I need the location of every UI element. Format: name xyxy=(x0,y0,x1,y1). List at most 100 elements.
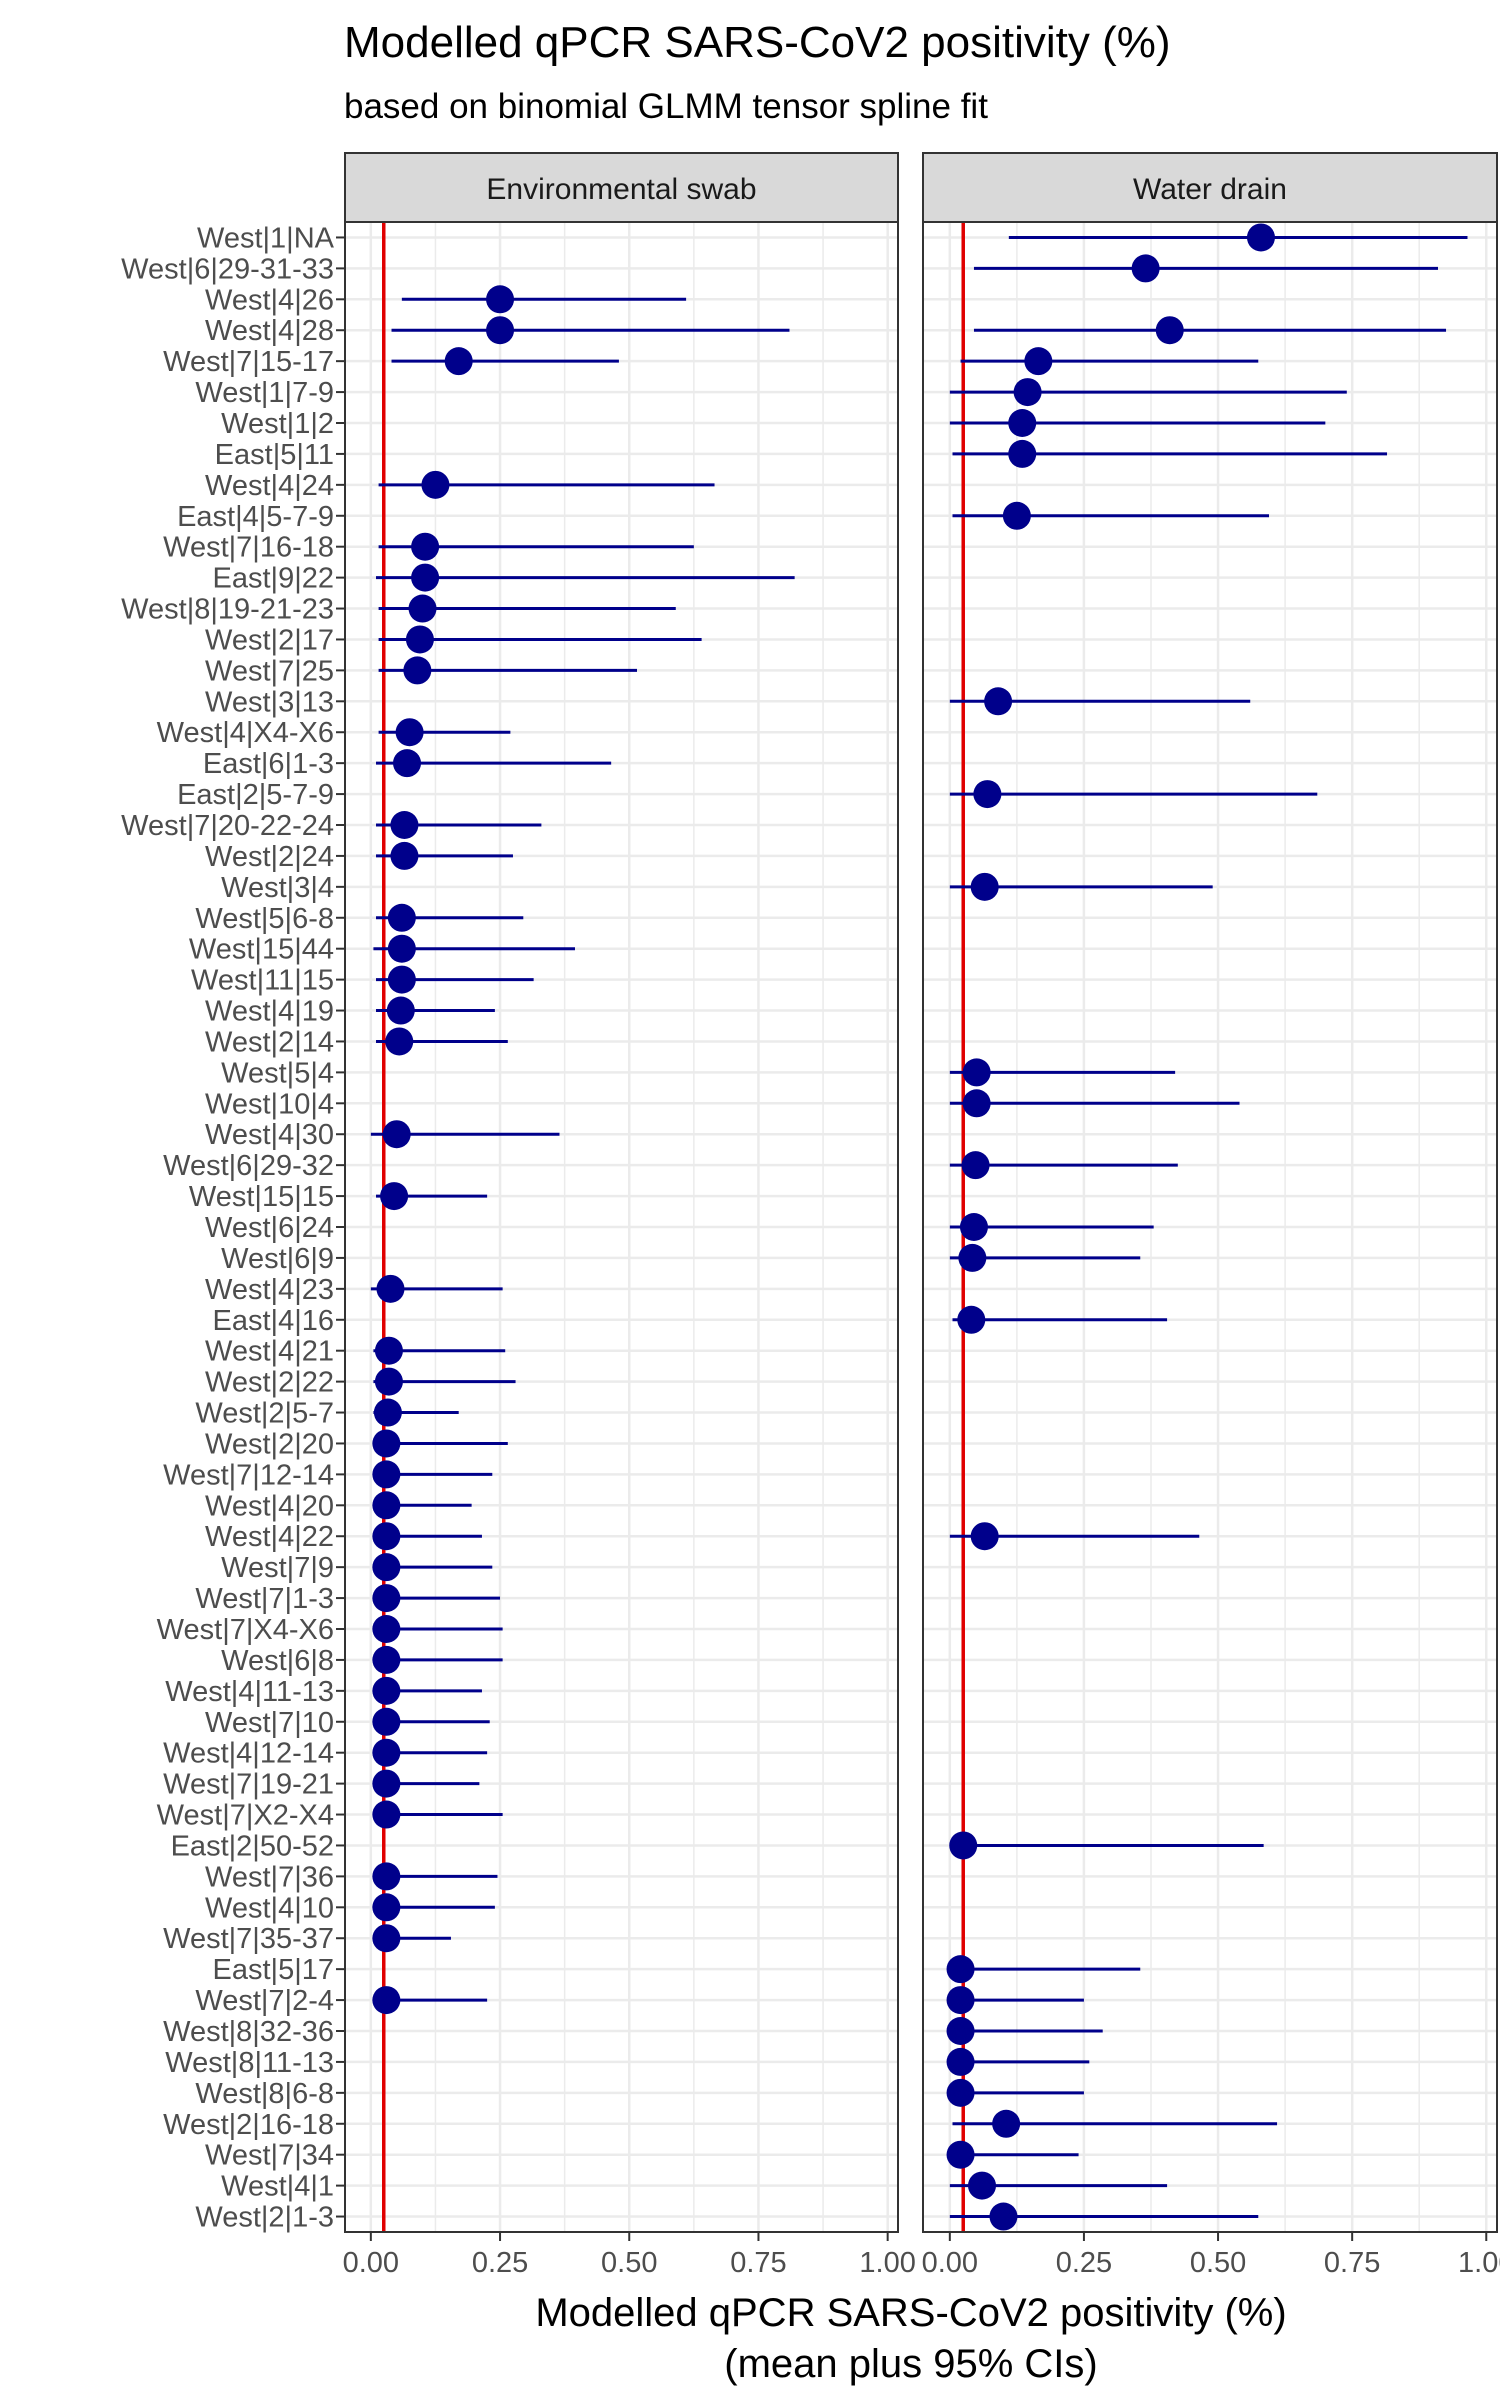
panel-border xyxy=(922,221,1498,2233)
data-point xyxy=(393,749,422,778)
category-label: East|4|5-7-9 xyxy=(177,501,334,533)
data-point xyxy=(372,1676,401,1705)
data-point xyxy=(984,687,1013,716)
category-label: West|6|29-32 xyxy=(163,1150,334,1182)
category-label: West|4|28 xyxy=(205,315,334,347)
data-point xyxy=(946,1955,975,1984)
x-tick-label: 0.75 xyxy=(1324,2247,1380,2279)
data-point xyxy=(390,811,419,839)
data-point xyxy=(946,2047,975,2076)
category-label: West|4|12-14 xyxy=(163,1738,334,1770)
data-point xyxy=(372,1460,401,1489)
category-label: East|5|11 xyxy=(215,439,334,471)
category-label: West|4|21 xyxy=(205,1336,334,1368)
data-point xyxy=(372,1707,401,1736)
category-label: West|4|20 xyxy=(205,1490,334,1522)
category-label: West|7|16-18 xyxy=(163,532,334,564)
category-label: West|8|19-21-23 xyxy=(121,594,334,626)
data-point xyxy=(372,1862,401,1891)
data-point xyxy=(1246,223,1275,252)
data-point xyxy=(372,1986,401,2015)
category-labels: West|1|NAWest|6|29-31-33West|4|26West|4|… xyxy=(121,222,345,2234)
category-label: East|2|50-52 xyxy=(171,1830,334,1862)
data-point xyxy=(486,285,515,314)
data-point xyxy=(411,563,440,592)
data-point xyxy=(408,594,437,623)
data-point xyxy=(973,780,1002,809)
category-label: West|6|8 xyxy=(221,1645,334,1677)
x-tick-label: 1.00 xyxy=(859,2247,915,2279)
data-point xyxy=(372,1491,401,1520)
data-point xyxy=(961,1151,990,1180)
category-label: West|2|24 xyxy=(205,841,334,873)
x-axis-title-line1: Modelled qPCR SARS-CoV2 positivity (%) xyxy=(535,2291,1286,2335)
category-label: West|1|2 xyxy=(221,408,334,440)
x-tick-label: 0.50 xyxy=(1190,2247,1246,2279)
category-label: West|5|4 xyxy=(221,1057,334,1089)
category-label: West|10|4 xyxy=(205,1088,334,1120)
data-point xyxy=(1008,439,1037,468)
category-label: West|6|24 xyxy=(205,1212,334,1244)
category-label: West|3|4 xyxy=(221,872,334,904)
data-point xyxy=(372,1769,401,1798)
category-label: West|4|24 xyxy=(205,470,334,502)
facet-strip-label: Water drain xyxy=(1133,173,1287,206)
data-point xyxy=(957,1305,986,1334)
category-label: East|2|5-7-9 xyxy=(177,779,334,811)
data-point xyxy=(372,1429,401,1458)
data-point xyxy=(946,1986,975,2015)
data-point xyxy=(946,2078,975,2107)
data-point xyxy=(372,1584,401,1613)
data-point xyxy=(372,1645,401,1674)
x-tick-label: 0.50 xyxy=(601,2247,657,2279)
category-label: West|7|25 xyxy=(205,655,334,687)
category-label: West|2|16-18 xyxy=(163,2109,334,2141)
data-point xyxy=(403,656,432,685)
category-label: West|2|1-3 xyxy=(195,2202,334,2234)
category-label: West|4|X4-X6 xyxy=(157,717,334,749)
data-point xyxy=(444,347,473,376)
category-label: West|2|14 xyxy=(205,1026,334,1058)
data-point xyxy=(385,1027,414,1056)
facet-strip-label: Environmental swab xyxy=(486,173,756,206)
data-point xyxy=(373,1398,402,1427)
category-label: West|7|19-21 xyxy=(163,1769,334,1801)
x-axis-title-line2: (mean plus 95% CIs) xyxy=(724,2342,1097,2386)
data-point xyxy=(1002,501,1031,530)
data-point xyxy=(946,2017,975,2045)
category-label: West|6|9 xyxy=(221,1243,334,1275)
category-label: East|9|22 xyxy=(213,563,334,595)
data-point xyxy=(376,1274,405,1303)
category-label: East|5|17 xyxy=(213,1954,334,1986)
data-point xyxy=(405,625,434,654)
category-label: West|4|10 xyxy=(205,1892,334,1924)
data-point xyxy=(1155,316,1184,345)
category-label: West|8|6-8 xyxy=(195,2078,334,2110)
facet-panel: Environmental swab 0.00 0.25 0.50 0.75 1.00 xyxy=(343,152,916,2279)
category-label: West|4|30 xyxy=(205,1119,334,1151)
category-label: West|4|19 xyxy=(205,996,334,1028)
category-label: West|7|9 xyxy=(221,1552,334,1584)
data-point xyxy=(372,1924,401,1953)
category-label: West|7|20-22-24 xyxy=(121,810,334,842)
data-point xyxy=(962,1058,991,1087)
category-label: West|4|23 xyxy=(205,1274,334,1306)
category-label: West|5|6-8 xyxy=(195,903,334,935)
category-label: West|7|35-37 xyxy=(163,1923,334,1955)
category-label: West|4|1 xyxy=(221,2171,334,2203)
data-point xyxy=(1024,347,1053,376)
data-point xyxy=(395,718,424,747)
data-point xyxy=(959,1213,988,1241)
data-point xyxy=(958,1243,987,1272)
category-label: West|6|29-31-33 xyxy=(121,253,334,285)
data-point xyxy=(372,1615,401,1643)
data-point xyxy=(1008,409,1037,437)
x-tick-label: 0.00 xyxy=(922,2247,978,2279)
data-point xyxy=(387,965,416,994)
data-point xyxy=(992,2109,1021,2138)
category-label: West|15|44 xyxy=(189,934,334,966)
data-point xyxy=(387,903,416,932)
data-point xyxy=(421,470,450,499)
